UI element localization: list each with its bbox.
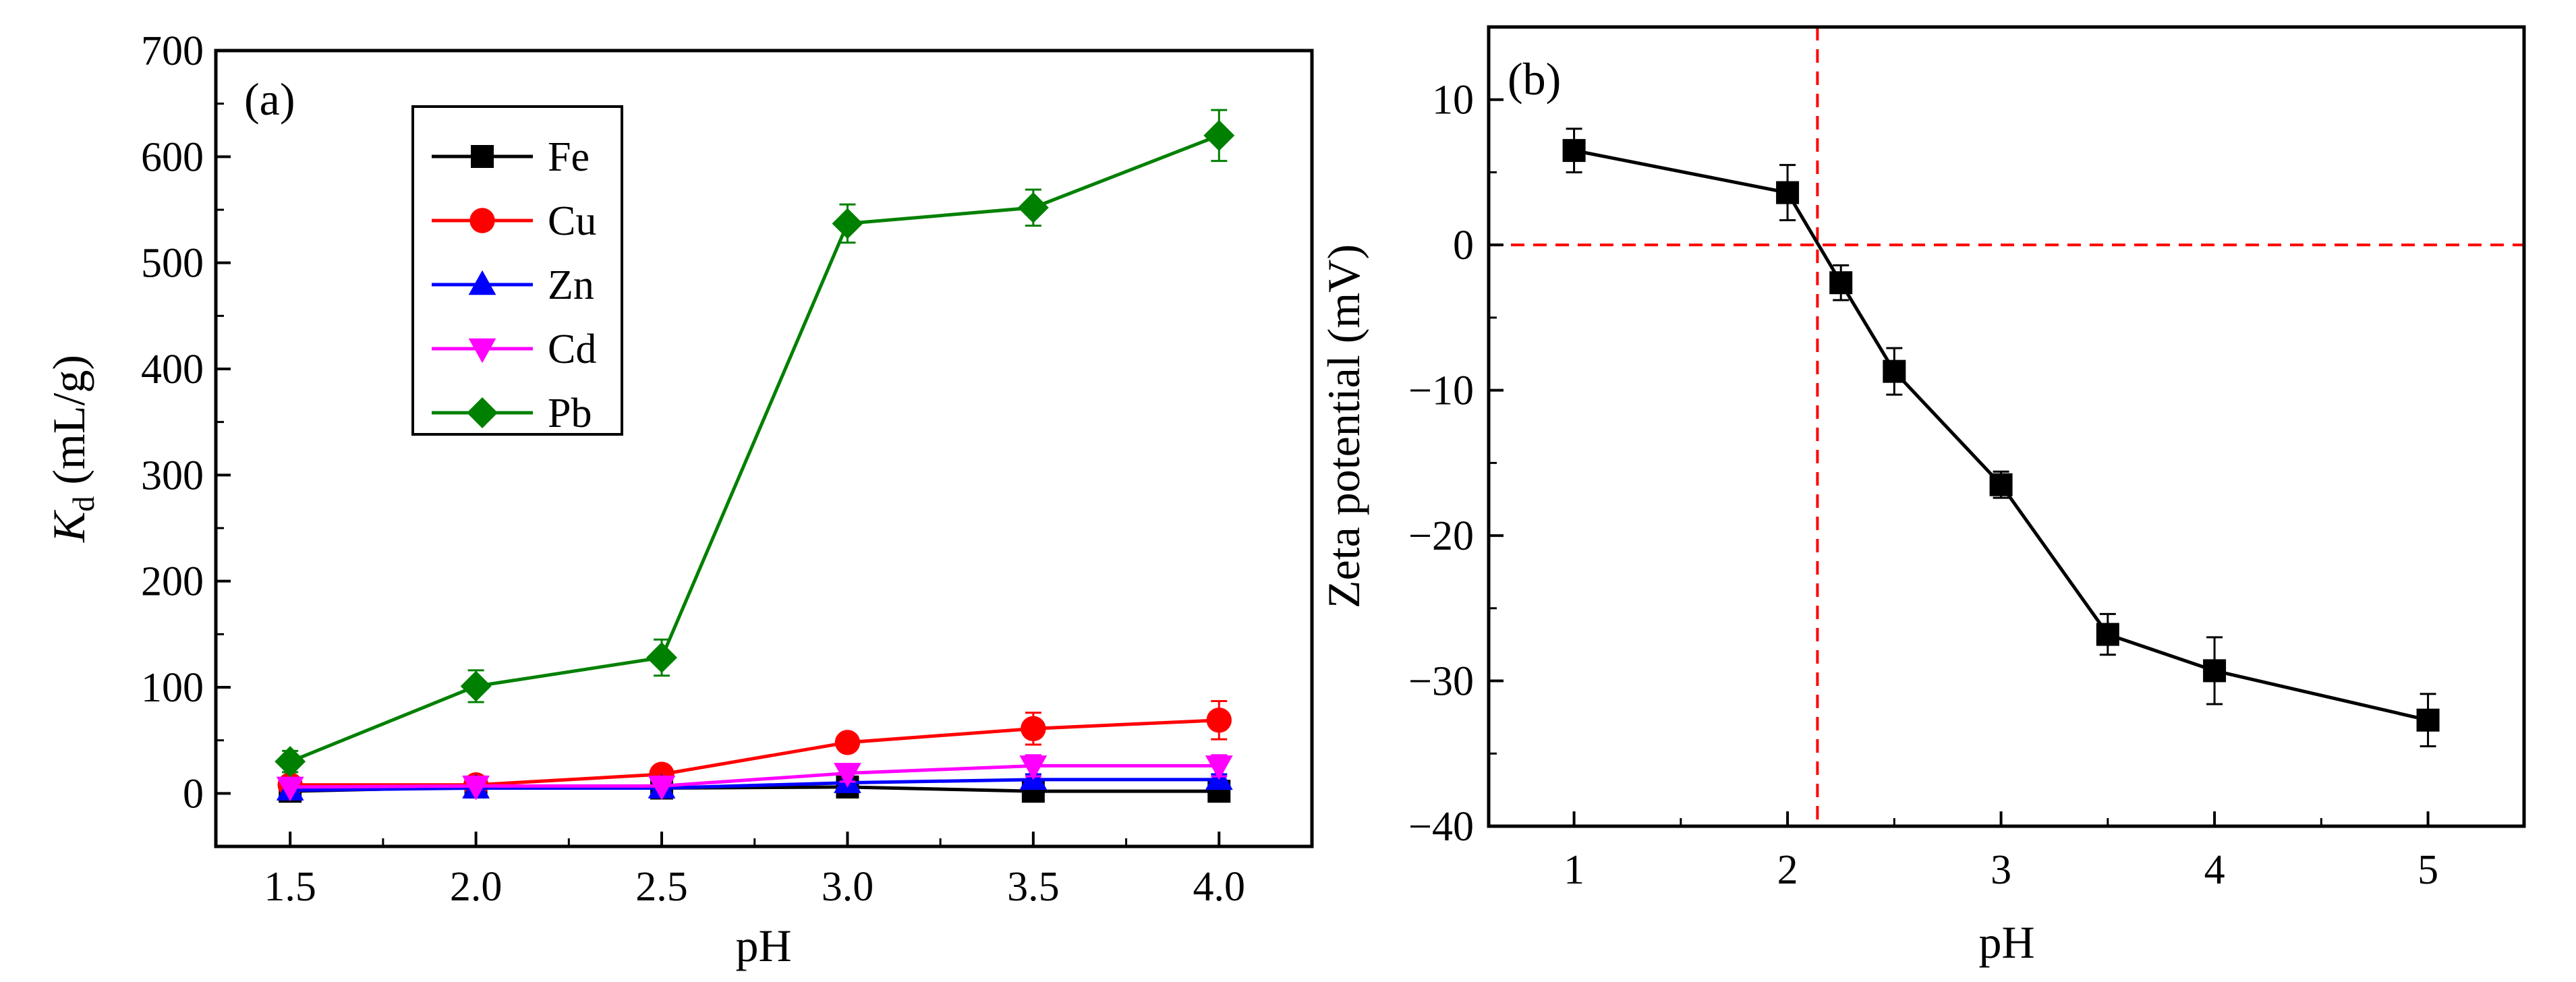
- panel-b-frame: [1487, 25, 2526, 828]
- panel-a-y-axis-symbol: K: [43, 509, 94, 543]
- series-zn-line: [290, 778, 1220, 792]
- x-tick-label: 2.5: [635, 864, 688, 910]
- y-tick-label: −40: [1408, 804, 1474, 850]
- x-tick-label: 5: [2417, 847, 2438, 893]
- y-tick-label: 300: [141, 453, 204, 498]
- series-cu-point: [834, 730, 861, 755]
- zeta-point: [2416, 708, 2440, 732]
- y-tick-label: 500: [141, 241, 204, 287]
- panel-a-frame: [214, 49, 1314, 848]
- series-cu-point: [1206, 707, 1232, 733]
- x-tick-label: 1: [1564, 847, 1584, 893]
- x-tick-label: 2.0: [450, 864, 503, 910]
- legend-pb-marker: [467, 397, 498, 428]
- legend-zn-label: Zn: [548, 262, 594, 308]
- panel-a-y-axis-subscript: d: [66, 496, 101, 512]
- y-tick-label: 200: [141, 559, 204, 605]
- x-tick-label: 1.5: [264, 864, 316, 910]
- panel-b-y-axis-title: Zeta potential (mV): [1318, 244, 1369, 608]
- panel-a-chart: 1.5 2.0 2.5 3.0 3.5 4.0 0 100 200 300 400 500 600 700…: [43, 28, 1314, 971]
- panel-a-y-axis-title: Kd (mL/g): [43, 355, 101, 543]
- y-tick-label: 0: [183, 771, 204, 817]
- series-cd-point: [1205, 755, 1233, 780]
- series-cd-point: [276, 776, 304, 802]
- y-tick-label: −30: [1408, 659, 1474, 705]
- legend-fe-marker: [471, 145, 494, 168]
- legend-pb-label: Pb: [548, 391, 592, 436]
- x-tick-label: 2: [1777, 847, 1798, 893]
- y-tick-label: 10: [1432, 78, 1474, 123]
- zeta-point: [1989, 473, 2013, 496]
- legend-cu-label: Cu: [548, 198, 596, 244]
- series-cd-point: [462, 776, 490, 801]
- zeta-point: [1776, 181, 1800, 204]
- zeta-point: [1883, 359, 1906, 383]
- zeta-point: [1562, 139, 1586, 163]
- x-tick-label: 3.0: [822, 864, 874, 910]
- series-cd-line: [290, 763, 1220, 789]
- legend-zn-marker: [468, 270, 496, 295]
- y-tick-label: −20: [1408, 513, 1474, 559]
- zeta-point: [2203, 659, 2227, 683]
- y-tick-label: 100: [141, 665, 204, 711]
- legend-cd-marker: [468, 338, 496, 364]
- series-cd-point: [1019, 755, 1048, 780]
- series-pb-point: [646, 641, 677, 673]
- series-pb-point: [460, 670, 492, 702]
- panel-a-legend: Fe Cu Zn Cd Pb: [411, 105, 623, 436]
- x-tick-label: 3: [1991, 847, 2011, 893]
- y-tick-label: 600: [141, 134, 204, 180]
- panel-a-x-axis-title: pH: [735, 920, 791, 971]
- zeta-point: [2096, 623, 2119, 646]
- zeta-point: [1829, 271, 1853, 295]
- x-tick-label: 3.5: [1007, 864, 1060, 910]
- series-cd-point: [648, 776, 676, 801]
- y-tick-label: 400: [141, 347, 204, 393]
- panel-b-chart: 1 2 3 4 5 10 0 −10 −20 −30 −40 (b) pH Zeta potenti…: [1318, 25, 2526, 968]
- series-pb-point: [1017, 192, 1049, 223]
- y-tick-label: 0: [1453, 223, 1474, 268]
- series-cu-point: [1021, 716, 1046, 742]
- zeta-series-line: [1574, 148, 2429, 722]
- legend-cu-marker: [469, 208, 495, 233]
- panel-a-label: (a): [244, 74, 295, 125]
- panel-a-y-axis-unit: (mL/g): [43, 355, 94, 496]
- x-tick-label: 4.0: [1193, 864, 1246, 910]
- series-cd-point: [834, 763, 861, 788]
- legend-frame: [411, 105, 623, 436]
- series-pb-point: [1203, 119, 1235, 151]
- series-pb-point: [275, 746, 306, 778]
- series-pb-point: [832, 208, 863, 239]
- x-tick-label: 4: [2204, 847, 2225, 893]
- series-pb-line: [289, 134, 1220, 763]
- panel-b-label: (b): [1508, 53, 1561, 105]
- y-tick-label: −10: [1408, 368, 1474, 414]
- legend-cd-label: Cd: [548, 326, 596, 372]
- panel-b-x-axis-title: pH: [1978, 917, 2034, 968]
- y-tick-label: 700: [141, 28, 204, 74]
- legend-fe-label: Fe: [548, 134, 590, 180]
